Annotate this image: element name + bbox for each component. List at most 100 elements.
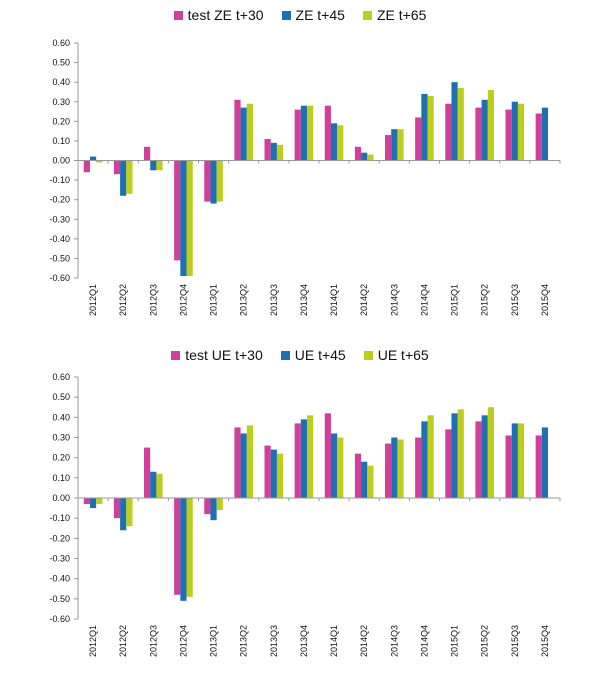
y-tick-label: -0.40 [49, 234, 70, 244]
bar-ze-t-65-2013q4 [307, 105, 314, 161]
y-tick-label: -0.50 [49, 594, 70, 604]
bar-ue-t-45-2014q1 [330, 433, 338, 498]
bar-ze-t-65-2014q2 [367, 154, 374, 161]
bar-ze-t-65-2012q2 [126, 160, 133, 194]
bar-ze-t-45-2014q2 [361, 152, 368, 161]
bar-test-ze-t-30-2014q1 [324, 105, 331, 161]
x-tick-label: 2014Q3 [389, 284, 399, 316]
y-tick-label: 0.40 [52, 77, 70, 87]
x-tick-label: 2014Q1 [329, 284, 339, 316]
x-tick-label: 2012Q1 [88, 625, 98, 657]
bar-test-ue-t-30-2015q4 [535, 435, 542, 498]
bar-test-ue-t-30-2013q3 [264, 445, 271, 498]
x-tick-label: 2012Q2 [118, 625, 128, 657]
bar-ze-t-65-2012q1 [96, 160, 103, 163]
bar-ue-t-65-2015q3 [517, 423, 525, 498]
bar-ue-t-65-2014q1 [337, 437, 344, 498]
bar-ue-t-45-2013q3 [270, 449, 277, 498]
x-tick-label: 2015Q1 [450, 284, 460, 316]
bar-test-ue-t-30-2014q3 [385, 443, 392, 498]
bar-ue-t-65-2012q1 [96, 498, 103, 505]
bar-ze-t-45-2012q4 [180, 160, 187, 277]
x-tick-label: 2012Q1 [88, 284, 98, 316]
bar-test-ze-t-30-2015q4 [535, 113, 542, 161]
y-tick-label: 0.20 [52, 453, 70, 463]
bar-chart-ue: 0.60 0.50 0.40 0.30 0.20 0.10 0.00 -0.10 -0.20 -0… [49, 372, 561, 657]
bar-test-ze-t-30-2014q4 [415, 117, 422, 161]
bar-test-ze-t-30-2015q3 [505, 109, 512, 161]
x-tick-label: 2014Q4 [419, 625, 429, 657]
legend-swatch [281, 10, 291, 20]
y-tick-label: -0.20 [49, 533, 70, 543]
x-tick-label: 2013Q4 [299, 625, 309, 657]
x-tick-label: 2013Q1 [209, 284, 219, 316]
bar-test-ue-t-30-2015q1 [445, 429, 452, 498]
bar-ze-t-45-2013q1 [210, 160, 217, 204]
bar-test-ze-t-30-2013q2 [234, 99, 241, 161]
bar-ze-t-45-2015q2 [481, 99, 488, 161]
chart-panel-ze: test ZE t+30 ZE t+45 ZE t+65 0.60 0.50 0.4… [0, 0, 600, 340]
bar-ue-t-45-2015q3 [511, 423, 518, 498]
bar-ue-t-65-2014q3 [397, 439, 404, 498]
x-tick-label: 2012Q3 [148, 625, 158, 657]
bar-ue-t-65-2012q2 [126, 498, 133, 527]
legend-swatch [363, 350, 373, 360]
bar-ue-t-65-2013q1 [216, 498, 223, 511]
bar-ze-t-45-2015q3 [511, 101, 518, 161]
y-tick-label: 0.60 [52, 38, 70, 48]
bar-ze-t-45-2013q2 [240, 107, 247, 161]
y-tick-label: -0.60 [49, 273, 70, 283]
bar-ze-t-65-2015q2 [487, 90, 494, 161]
bar-test-ue-t-30-2012q3 [144, 447, 151, 498]
x-tick-label: 2013Q2 [239, 625, 249, 657]
bar-ue-t-65-2014q4 [427, 415, 434, 498]
bar-ze-t-45-2014q3 [391, 129, 398, 161]
legend-item: UE t+65 [363, 347, 429, 363]
y-tick-label: -0.20 [49, 195, 70, 205]
bar-ue-t-45-2015q2 [481, 415, 488, 498]
bar-test-ue-t-30-2012q1 [83, 498, 90, 505]
legend-swatch [173, 10, 183, 20]
x-tick-label: 2013Q2 [239, 284, 249, 316]
y-tick-label: 0.20 [52, 116, 70, 126]
x-tick-label: 2015Q3 [510, 284, 520, 316]
x-tick-label: 2013Q4 [299, 284, 309, 316]
bar-test-ue-t-30-2015q3 [505, 435, 512, 498]
x-tick-label: 2014Q2 [359, 625, 369, 657]
bar-ue-t-65-2015q2 [487, 407, 494, 498]
bar-ze-t-65-2013q3 [276, 144, 284, 161]
legend-item: ZE t+45 [281, 7, 345, 23]
y-tick-label: 0.10 [52, 473, 70, 483]
bar-ze-t-45-2015q1 [451, 82, 458, 161]
x-tick-label: 2012Q4 [178, 625, 188, 657]
x-tick-label: 2013Q1 [209, 625, 219, 657]
legend-label: UE t+45 [294, 347, 346, 363]
y-tick-label: 0.40 [52, 412, 70, 422]
legend-label: test UE t+30 [185, 347, 263, 363]
bar-ue-t-65-2015q1 [457, 409, 464, 498]
x-tick-label: 2014Q4 [419, 284, 429, 316]
x-tick-label: 2012Q4 [178, 284, 188, 316]
bar-ze-t-45-2015q4 [541, 107, 549, 161]
y-tick-label: -0.10 [49, 513, 70, 523]
legend-swatch [171, 350, 181, 360]
bar-ue-t-45-2013q4 [300, 419, 308, 498]
bar-ue-t-45-2013q2 [240, 433, 247, 498]
bar-ue-t-45-2014q3 [391, 437, 398, 498]
y-tick-label: -0.60 [49, 614, 70, 624]
bar-test-ue-t-30-2013q1 [204, 498, 211, 515]
x-tick-label: 2014Q3 [389, 625, 399, 657]
bar-ue-t-65-2013q2 [246, 425, 253, 498]
bar-test-ze-t-30-2014q2 [354, 146, 362, 161]
x-tick-label: 2015Q2 [480, 284, 490, 316]
bar-ze-t-45-2014q4 [421, 93, 428, 161]
x-tick-label: 2013Q3 [269, 625, 279, 657]
chart-panel-ue: test UE t+30 UE t+45 UE t+65 0.60 0.50 0.4… [0, 340, 600, 687]
bar-test-ue-t-30-2012q2 [113, 498, 121, 519]
x-tick-label: 2015Q4 [540, 625, 550, 657]
bar-ue-t-45-2013q1 [210, 498, 217, 521]
bar-ue-t-45-2014q2 [361, 461, 368, 498]
bar-chart-ze: 0.60 0.50 0.40 0.30 0.20 0.10 0.00 -0.10 -0.20 -0… [49, 38, 561, 316]
bar-test-ze-t-30-2012q3 [144, 146, 151, 161]
y-tick-label: -0.30 [49, 214, 70, 224]
